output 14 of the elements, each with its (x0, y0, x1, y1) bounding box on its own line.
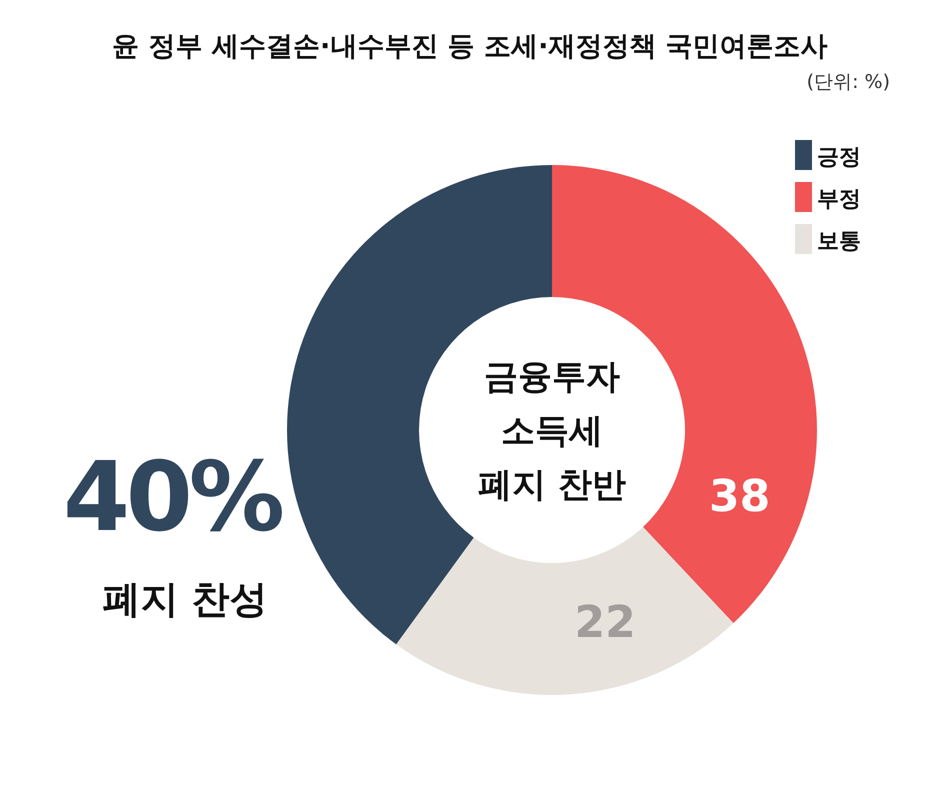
donut-slice (396, 526, 734, 695)
legend-item: 긍정 (795, 140, 861, 170)
data-label: 38 (709, 471, 770, 522)
text: 폐지 찬성 (102, 577, 268, 621)
legend-label: 긍정 (817, 145, 861, 170)
chart-subtitle: (단위: %) (806, 71, 890, 93)
legend-label: 부정 (817, 187, 861, 212)
data-label: 22 (574, 596, 636, 648)
text: 40% (63, 441, 283, 553)
text: 금융투자 소득세 폐지 찬반 (478, 357, 626, 505)
legend-item: 보통 (795, 224, 861, 254)
legend-label: 보통 (817, 229, 861, 254)
chart-title: 윤 정부 세수결손·내수부진 등 조세·재정정책 국민여론조사 (112, 31, 828, 62)
legend-item: 부정 (795, 182, 861, 212)
